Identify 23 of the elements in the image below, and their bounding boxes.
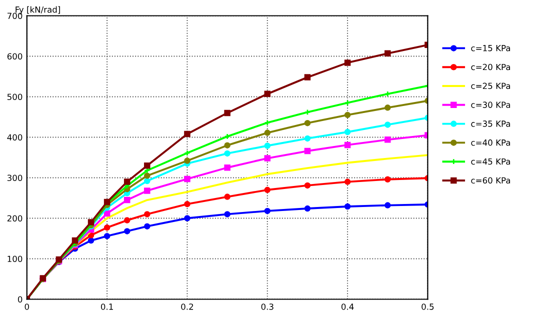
y-tick-label: 500 bbox=[7, 94, 22, 100]
legend-label: c=35 KPa bbox=[471, 120, 510, 127]
legend-label: c=45 KPa bbox=[471, 158, 510, 165]
y-tick-label: 400 bbox=[7, 134, 22, 141]
x-tick-label: 0.4 bbox=[341, 304, 354, 310]
legend-label: c=40 KPa bbox=[471, 139, 510, 146]
x-tick-label: 0 bbox=[24, 304, 29, 310]
y-axis-title: Fy [kN/rad] bbox=[16, 6, 60, 14]
legend-label: c=20 KPa bbox=[471, 64, 510, 70]
x-tick-label: 0.3 bbox=[261, 304, 274, 310]
y-tick-label: 200 bbox=[7, 215, 22, 222]
legend-label: c=25 KPa bbox=[471, 82, 510, 90]
y-tick-label: 100 bbox=[8, 256, 22, 262]
y-tick-label: 300 bbox=[7, 174, 22, 182]
y-tick-label: 700 bbox=[8, 12, 22, 20]
y-tick-label: 600 bbox=[7, 53, 22, 60]
x-tick-label: 0.1 bbox=[100, 304, 113, 310]
y-tick-label: 0 bbox=[18, 296, 22, 303]
x-tick-label: 0.2 bbox=[181, 304, 194, 310]
x-tick-label: 0.5 bbox=[422, 304, 434, 310]
legend-label: c=60 KPa bbox=[471, 177, 510, 184]
legend-label: c=15 KPa bbox=[471, 45, 510, 52]
legend-label: c=30 KPa bbox=[471, 102, 510, 108]
